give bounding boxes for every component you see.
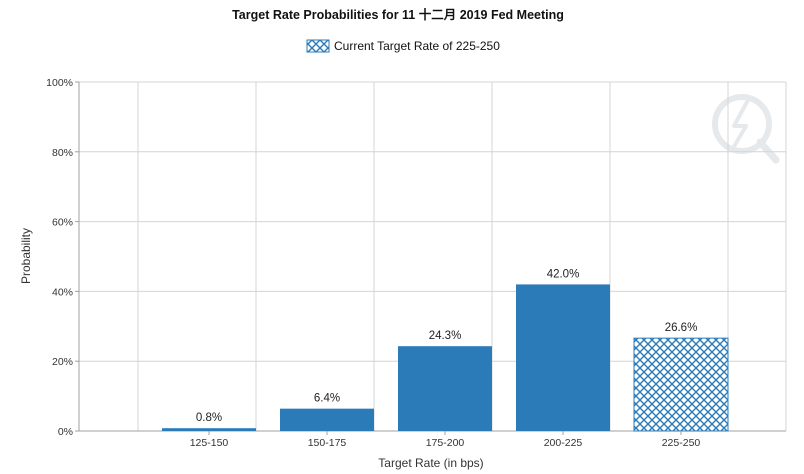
legend: Current Target Rate of 225-250 [306,39,500,53]
plot-area: 0% 20% 40% 60% 80% 100% 0.8% 125-150 6.4% 150-175… [46,77,787,449]
bar-data-label: 24.3% [429,330,462,342]
y-tick-label: 20% [52,356,73,368]
bar [162,428,256,431]
bar [280,408,374,431]
x-tick-label: 150-175 [308,437,347,449]
bar-data-label: 6.4% [314,393,340,405]
bar [516,284,610,431]
legend-swatch [306,39,330,53]
legend-label: Current Target Rate of 225-250 [334,39,500,53]
y-tick-label: 80% [52,147,73,159]
x-tick-label: 125-150 [190,437,229,449]
bar-data-label: 42.0% [547,268,580,280]
x-axis-label: Target Rate (in bps) [378,456,483,470]
chart-title: Target Rate Probabilities for 11 十二月 201… [232,7,564,22]
y-tick-label: 40% [52,286,73,298]
x-tick-label: 225-250 [662,437,701,449]
x-tick-label: 200-225 [544,437,583,449]
y-tick-label: 0% [58,426,73,438]
watermark-logo [712,94,780,164]
y-axis-label: Probability [19,228,33,284]
bar-data-label: 26.6% [665,322,698,334]
bar-data-label: 0.8% [196,412,222,424]
x-tick-label: 175-200 [426,437,465,449]
y-tick-label: 100% [46,77,73,89]
y-tick-label: 60% [52,217,73,229]
bar-current-target [633,337,729,432]
bar [398,346,492,431]
